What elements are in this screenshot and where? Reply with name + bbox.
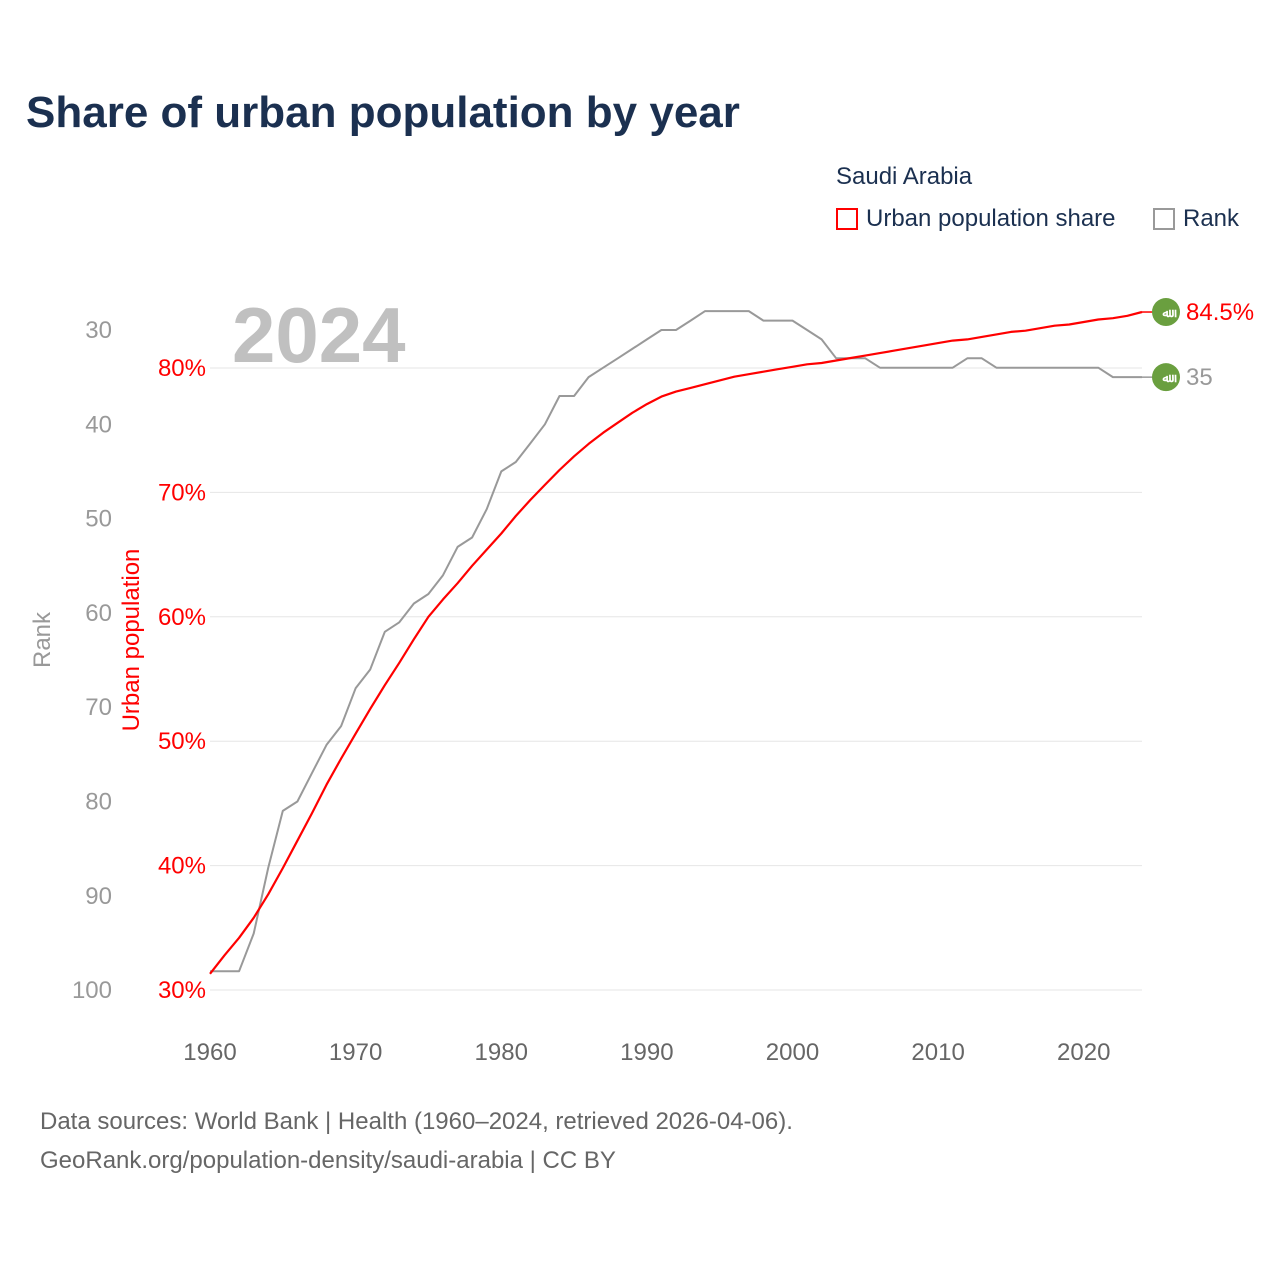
urban-tick-label: 60%: [158, 604, 206, 631]
source-line-1: Data sources: World Bank | Health (1960–…: [40, 1108, 793, 1135]
x-tick-label: 1990: [620, 1039, 673, 1066]
urban-axis-title: Urban population: [118, 549, 145, 732]
rank-tick-label: 30: [85, 317, 112, 344]
source-line-2[interactable]: GeoRank.org/population-density/saudi-ara…: [40, 1147, 616, 1174]
legend-swatch-rank: [1153, 208, 1175, 230]
legend-item-rank[interactable]: Rank: [1153, 205, 1239, 233]
urban-line: [209, 310, 1143, 975]
urban-tick-label: 40%: [158, 853, 206, 880]
urban-tick-label: 30%: [158, 977, 206, 1004]
rank-tick-label: 50: [85, 506, 112, 533]
legend-item-urban[interactable]: Urban population share: [836, 205, 1116, 233]
rank-axis-title: Rank: [29, 611, 56, 668]
rank-tick-label: 60: [85, 600, 112, 627]
x-tick-label: 1960: [183, 1039, 236, 1066]
urban-tick-label: 70%: [158, 479, 206, 506]
saudi-flag-icon: [1152, 298, 1180, 327]
legend-country: Saudi Arabia: [836, 163, 973, 190]
legend-label-urban: Urban population share: [866, 205, 1116, 232]
rank-line: [210, 310, 1142, 973]
chart-title: Share of urban population by year: [26, 88, 740, 137]
x-tick-label: 1970: [329, 1039, 382, 1066]
rank-tick-label: 40: [85, 411, 112, 438]
urban-line-end-label: 84.5%: [1186, 299, 1254, 326]
rank-tick-label: 90: [85, 883, 112, 910]
x-tick-label: 1980: [475, 1039, 528, 1066]
x-tick-label: 2020: [1057, 1039, 1110, 1066]
legend-swatch-urban: [836, 208, 858, 230]
rank-tick-label: 70: [85, 694, 112, 721]
rank-line-end-label: 35: [1186, 364, 1213, 391]
year-watermark: 2024: [232, 291, 406, 379]
x-tick-label: 2010: [911, 1039, 964, 1066]
saudi-flag-icon: [1152, 363, 1180, 392]
urban-tick-label: 80%: [158, 355, 206, 382]
x-tick-label: 2000: [766, 1039, 819, 1066]
legend-label-rank: Rank: [1183, 205, 1240, 232]
rank-tick-label: 80: [85, 789, 112, 816]
rank-tick-label: 100: [72, 977, 112, 1004]
urban-tick-label: 50%: [158, 728, 206, 755]
